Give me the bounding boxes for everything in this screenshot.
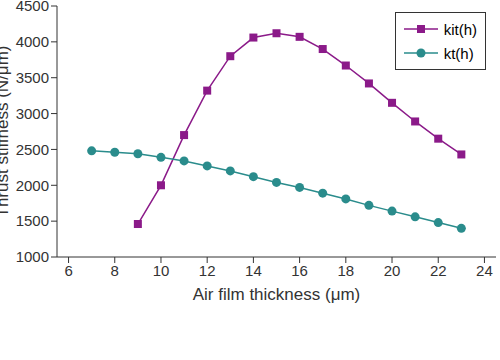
html-text:kit(h): kit(h) [443,20,477,38]
svg-text:10: 10 [153,262,170,279]
svg-text:Thrust stiffness (N/μm): Thrust stiffness (N/μm) [8,46,12,218]
svg-text:4500: 4500 [16,0,49,14]
svg-text:8: 8 [111,262,119,279]
svg-text:24: 24 [476,262,492,279]
svg-text:2500: 2500 [16,141,49,158]
svg-text:12: 12 [199,262,216,279]
svg-text:6: 6 [64,262,72,279]
svg-text:4000: 4000 [16,33,49,50]
svg-text:16: 16 [291,262,308,279]
svg-text:3500: 3500 [16,69,49,86]
svg-text:22: 22 [430,262,447,279]
svg-text:3000: 3000 [16,105,49,122]
svg-text:Air film thickness (μm): Air film thickness (μm) [193,285,361,304]
svg-text:20: 20 [384,262,401,279]
svg-text:2000: 2000 [16,177,49,194]
svg-text:18: 18 [337,262,354,279]
html-text:kt(h): kt(h) [443,44,474,62]
svg-text:1500: 1500 [16,212,49,229]
svg-text:14: 14 [245,262,262,279]
svg-text:1000: 1000 [16,248,49,265]
